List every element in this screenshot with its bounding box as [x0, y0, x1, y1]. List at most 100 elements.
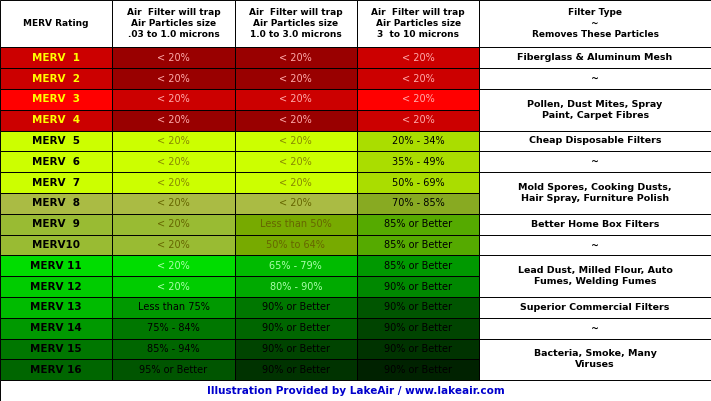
Bar: [357, 151, 479, 172]
Text: Filter Type
~
Removes These Particles: Filter Type ~ Removes These Particles: [532, 8, 658, 39]
Text: 90% or Better: 90% or Better: [384, 365, 452, 375]
Bar: [112, 318, 235, 338]
Text: < 20%: < 20%: [157, 73, 190, 83]
Text: < 20%: < 20%: [279, 115, 312, 125]
Text: MERV  7: MERV 7: [32, 178, 80, 188]
Text: < 20%: < 20%: [157, 115, 190, 125]
Bar: [479, 151, 711, 172]
Bar: [0, 193, 112, 214]
Text: 35% - 49%: 35% - 49%: [392, 157, 444, 167]
Text: < 20%: < 20%: [279, 198, 312, 209]
Bar: [479, 214, 711, 235]
Bar: [479, 318, 711, 338]
Bar: [235, 110, 357, 131]
Text: < 20%: < 20%: [157, 53, 190, 63]
Text: < 20%: < 20%: [402, 73, 434, 83]
Bar: [479, 89, 711, 131]
Bar: [357, 89, 479, 110]
Text: 20% - 34%: 20% - 34%: [392, 136, 444, 146]
Bar: [357, 235, 479, 255]
Text: Pollen, Dust Mites, Spray
Paint, Carpet Fibres: Pollen, Dust Mites, Spray Paint, Carpet …: [528, 100, 663, 120]
Bar: [357, 276, 479, 297]
Bar: [112, 214, 235, 235]
Bar: [479, 47, 711, 68]
Bar: [479, 131, 711, 151]
Text: 50% - 69%: 50% - 69%: [392, 178, 444, 188]
Text: MERV  4: MERV 4: [32, 115, 80, 125]
Text: 80% - 90%: 80% - 90%: [269, 282, 322, 292]
Bar: [112, 89, 235, 110]
Text: 85% or Better: 85% or Better: [384, 261, 452, 271]
Bar: [479, 297, 711, 318]
Bar: [235, 338, 357, 359]
Bar: [235, 235, 357, 255]
Text: MERV 16: MERV 16: [31, 365, 82, 375]
Text: MERV  5: MERV 5: [32, 136, 80, 146]
Text: Mold Spores, Cooking Dusts,
Hair Spray, Furniture Polish: Mold Spores, Cooking Dusts, Hair Spray, …: [518, 183, 672, 203]
Text: ~: ~: [591, 157, 599, 166]
Bar: [0, 172, 112, 193]
Text: MERV  2: MERV 2: [32, 73, 80, 83]
Text: 90% or Better: 90% or Better: [262, 344, 330, 354]
Text: ~: ~: [591, 324, 599, 333]
Bar: [0, 255, 112, 276]
Text: 90% or Better: 90% or Better: [262, 323, 330, 333]
Bar: [112, 235, 235, 255]
Bar: [479, 0, 711, 47]
Bar: [235, 214, 357, 235]
Text: MERV  3: MERV 3: [32, 94, 80, 104]
Bar: [0, 47, 112, 68]
Bar: [479, 255, 711, 297]
Bar: [235, 151, 357, 172]
Text: Air  Filter will trap
Air Particles size
3  to 10 microns: Air Filter will trap Air Particles size …: [371, 8, 465, 39]
Text: < 20%: < 20%: [157, 94, 190, 104]
Bar: [112, 297, 235, 318]
Bar: [112, 255, 235, 276]
Bar: [357, 193, 479, 214]
Bar: [235, 131, 357, 151]
Text: < 20%: < 20%: [157, 198, 190, 209]
Text: < 20%: < 20%: [157, 157, 190, 167]
Text: 65% - 79%: 65% - 79%: [269, 261, 322, 271]
Bar: [357, 47, 479, 68]
Text: Fiberglass & Aluminum Mesh: Fiberglass & Aluminum Mesh: [518, 53, 673, 62]
Bar: [235, 318, 357, 338]
Text: 85% or Better: 85% or Better: [384, 219, 452, 229]
Text: Air  Filter will trap
Air Particles size
.03 to 1.0 microns: Air Filter will trap Air Particles size …: [127, 8, 220, 39]
Text: Air  Filter will trap
Air Particles size
1.0 to 3.0 microns: Air Filter will trap Air Particles size …: [249, 8, 343, 39]
Bar: [0, 68, 112, 89]
Text: < 20%: < 20%: [402, 94, 434, 104]
Bar: [0, 380, 711, 401]
Bar: [235, 359, 357, 380]
Bar: [112, 338, 235, 359]
Bar: [357, 318, 479, 338]
Bar: [112, 110, 235, 131]
Text: ~: ~: [591, 74, 599, 83]
Text: 75% - 84%: 75% - 84%: [147, 323, 200, 333]
Bar: [112, 47, 235, 68]
Text: < 20%: < 20%: [279, 136, 312, 146]
Text: 90% or Better: 90% or Better: [384, 282, 452, 292]
Bar: [112, 172, 235, 193]
Text: Lead Dust, Milled Flour, Auto
Fumes, Welding Fumes: Lead Dust, Milled Flour, Auto Fumes, Wel…: [518, 266, 673, 286]
Text: 90% or Better: 90% or Better: [384, 344, 452, 354]
Text: < 20%: < 20%: [157, 240, 190, 250]
Bar: [0, 276, 112, 297]
Bar: [235, 0, 357, 47]
Text: MERV 14: MERV 14: [31, 323, 82, 333]
Text: MERV  9: MERV 9: [32, 219, 80, 229]
Bar: [235, 172, 357, 193]
Bar: [235, 47, 357, 68]
Text: < 20%: < 20%: [157, 219, 190, 229]
Bar: [0, 297, 112, 318]
Bar: [357, 172, 479, 193]
Text: < 20%: < 20%: [402, 53, 434, 63]
Bar: [0, 338, 112, 359]
Bar: [479, 172, 711, 214]
Text: MERV  8: MERV 8: [32, 198, 80, 209]
Text: 90% or Better: 90% or Better: [384, 302, 452, 312]
Bar: [0, 89, 112, 110]
Text: Less than 50%: Less than 50%: [260, 219, 331, 229]
Bar: [235, 255, 357, 276]
Text: MERV Rating: MERV Rating: [23, 19, 89, 28]
